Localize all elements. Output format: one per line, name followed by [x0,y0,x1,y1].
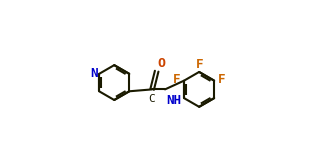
Text: NH: NH [166,94,181,107]
Text: F: F [218,73,225,86]
Text: O: O [157,57,165,70]
Text: F: F [173,73,181,86]
Text: C: C [148,94,155,104]
Text: N: N [90,67,98,80]
Text: F: F [196,58,203,71]
